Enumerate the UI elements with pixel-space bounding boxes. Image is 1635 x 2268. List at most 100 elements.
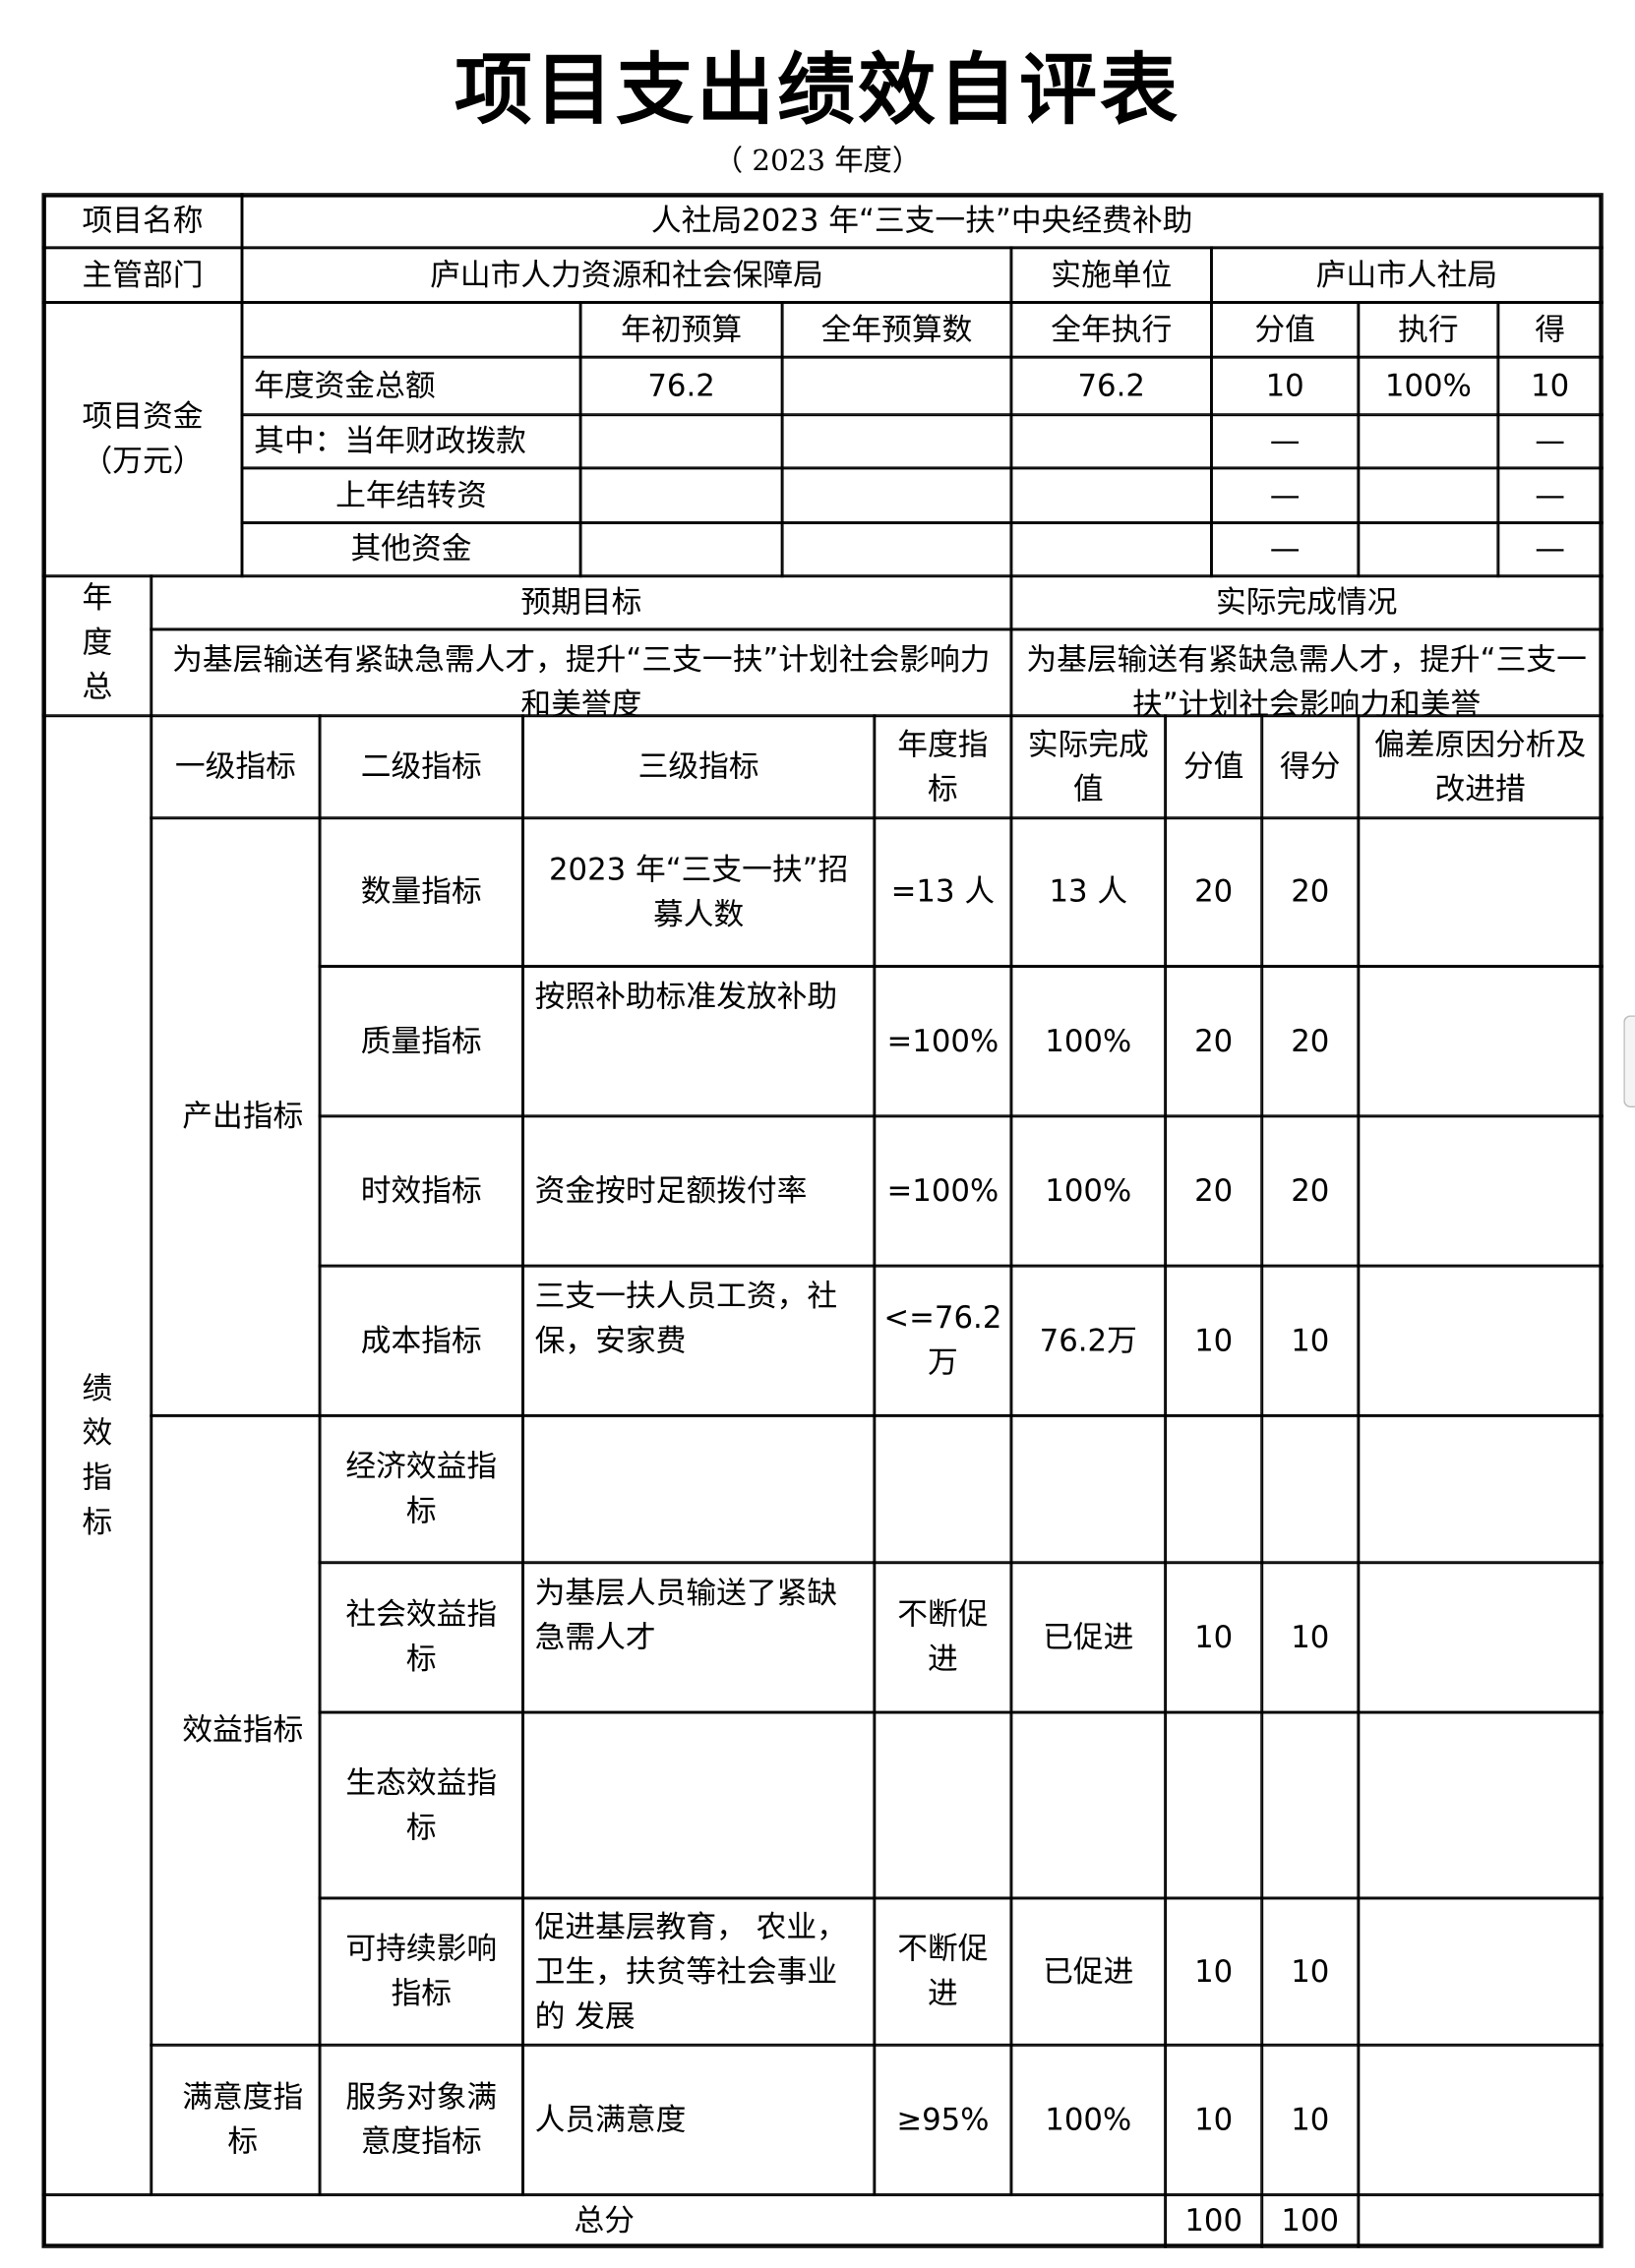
remark-cell [1357, 1710, 1604, 1900]
indicators-label-text: 绩效指标 [82, 1370, 113, 1539]
funds-value-cell [781, 521, 1013, 577]
indicator-header-cell-text: 偏差原因分析及改进措 [1373, 726, 1587, 806]
funds-header-cell: 年初预算 [579, 301, 784, 359]
goals-expected-label: 预期目标 [150, 574, 1013, 630]
funds-value-cell: 10 [1210, 356, 1360, 416]
target-cell-text: <=76.2万 [883, 1300, 1002, 1380]
funds-value-cell-text: — [1269, 531, 1301, 567]
funds-value-cell [781, 466, 1013, 524]
level3-cell-text: 三支一扶人员工资，社保，安家费 [534, 1279, 838, 1359]
indicator-group-cell-text: 产出指标 [182, 1099, 304, 1134]
goals-label-text: 年度总 [82, 580, 113, 705]
level2-cell-text: 数量指标 [360, 873, 482, 909]
impl-label-text: 实施单位 [1051, 257, 1173, 292]
target-cell: 不断促进 [873, 1561, 1013, 1714]
target-cell-text: 不断促进 [897, 1931, 989, 2011]
remark-cell [1357, 1114, 1604, 1268]
got-cell-text: 10 [1291, 2102, 1330, 2137]
actual-cell-text: 100% [1045, 2102, 1132, 2137]
funds-value-cell [1357, 521, 1499, 577]
project-name-value-text: 人社局2023 年“三支一扶”中央经费补助 [650, 203, 1193, 238]
funds-value-cell: — [1210, 466, 1360, 524]
total-got-text: 100 [1281, 2202, 1340, 2238]
goals-expected-label-text: 预期目标 [520, 584, 642, 620]
got-cell-text: 10 [1291, 1619, 1330, 1654]
indicator-group-cell-text: 效益指标 [182, 1712, 304, 1748]
actual-cell-text: 100% [1045, 1023, 1132, 1058]
indicator-header-cell: 偏差原因分析及改进措 [1357, 714, 1604, 819]
total-score: 100 [1164, 2193, 1263, 2248]
total-label: 总分 [41, 2193, 1167, 2248]
level3-cell: 三支一扶人员工资，社保，安家费 [521, 1265, 876, 1417]
level3-cell: 促进基层教育， 农业，卫生，扶贫等社会事业的 发展 [521, 1896, 876, 2047]
got-cell-text: 20 [1291, 1172, 1330, 1208]
dept-value: 庐山市人力资源和社会保障局 [240, 246, 1013, 304]
level2-cell-text: 成本指标 [360, 1322, 482, 1358]
funds-header-cell [240, 301, 582, 359]
score-cell: 10 [1164, 1561, 1263, 1714]
project-name-value: 人社局2023 年“三支一扶”中央经费补助 [240, 193, 1604, 249]
got-cell: 20 [1260, 816, 1360, 968]
remark-cell [1357, 816, 1604, 968]
funds-row-label-text: 其他资金 [350, 531, 472, 567]
indicator-header-cell-text: 三级指标 [637, 748, 759, 784]
actual-cell [1009, 1710, 1167, 1900]
funds-header-cell-text: 全年执行 [1051, 312, 1173, 347]
funds-header-cell: 执行 [1357, 301, 1499, 359]
actual-cell: 100% [1009, 2044, 1167, 2196]
indicator-group-cell: 满意度指标 [150, 2044, 322, 2196]
funds-value-cell: — [1496, 521, 1604, 577]
level2-cell-text: 可持续影响指标 [345, 1931, 498, 2011]
target-cell: <=76.2万 [873, 1265, 1013, 1417]
indicators-label: 绩效指标 [41, 714, 152, 2196]
level3-cell: 资金按时足额拨付率 [521, 1114, 876, 1268]
score-cell: 20 [1164, 816, 1263, 968]
got-cell: 10 [1260, 1265, 1360, 1417]
actual-cell: 100% [1009, 965, 1167, 1117]
side-scroll-handle[interactable] [1623, 1015, 1635, 1108]
funds-value-cell-text: 76.2 [647, 368, 715, 403]
level3-cell: 为基层人员输送了紧缺急需人才 [521, 1561, 876, 1714]
funds-value-cell [781, 356, 1013, 416]
target-cell: =13 人 [873, 816, 1013, 968]
indicator-header-cell-text: 年度指标 [897, 726, 989, 806]
got-cell: 10 [1260, 1561, 1360, 1714]
funds-row-label: 其中：当年财政拨款 [240, 413, 582, 469]
level2-cell: 质量指标 [318, 965, 524, 1117]
indicator-group-cell-text: 满意度指标 [182, 2079, 304, 2159]
funds-value-cell: 100% [1357, 356, 1499, 416]
funds-value-cell: — [1496, 466, 1604, 524]
funds-row-label: 年度资金总额 [240, 356, 582, 416]
funds-value-cell [1357, 413, 1499, 469]
funds-value-cell: — [1496, 413, 1604, 469]
funds-value-cell-text: — [1269, 423, 1301, 458]
funds-header-cell-text: 得 [1535, 312, 1565, 347]
got-cell [1260, 1710, 1360, 1900]
funds-header-cell: 全年预算数 [781, 301, 1013, 359]
actual-cell-text: 76.2万 [1039, 1322, 1137, 1358]
funds-row-label-text: 其中：当年财政拨款 [254, 423, 526, 458]
actual-cell [1009, 1414, 1167, 1564]
level3-cell [521, 1710, 876, 1900]
funds-header-cell-text: 全年预算数 [820, 312, 973, 347]
level2-cell: 时效指标 [318, 1114, 524, 1268]
remark-cell [1357, 1561, 1604, 1714]
funds-value-cell: — [1210, 413, 1360, 469]
target-cell [873, 1710, 1013, 1900]
level3-cell-text: 2023 年“三支一扶”招募人数 [548, 852, 849, 931]
score-cell-text: 20 [1194, 873, 1234, 909]
indicator-header-cell: 一级指标 [150, 714, 322, 819]
funds-value-cell-text: — [1535, 477, 1565, 512]
funds-header-cell: 分值 [1210, 301, 1360, 359]
project-name-label-text: 项目名称 [82, 203, 204, 238]
level2-cell: 生态效益指标 [318, 1710, 524, 1900]
level3-cell-text: 资金按时足额拨付率 [534, 1172, 808, 1208]
actual-cell-text: 13 人 [1049, 873, 1128, 909]
level3-cell: 按照补助标准发放补助 [521, 965, 876, 1117]
target-cell-text: =100% [886, 1023, 999, 1058]
level2-cell-text: 生态效益指标 [345, 1764, 498, 1845]
funds-value-cell-text: — [1269, 477, 1301, 512]
target-cell-text: =13 人 [890, 873, 996, 909]
score-cell [1164, 1414, 1263, 1564]
impl-value-text: 庐山市人社局 [1315, 257, 1498, 292]
